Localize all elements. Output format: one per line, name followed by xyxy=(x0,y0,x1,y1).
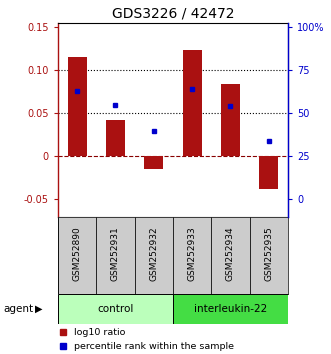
Text: log10 ratio: log10 ratio xyxy=(74,327,125,337)
Bar xyxy=(173,217,211,294)
Bar xyxy=(58,217,96,294)
Bar xyxy=(106,120,125,156)
Text: GSM252931: GSM252931 xyxy=(111,227,120,281)
Bar xyxy=(135,217,173,294)
Text: GSM252935: GSM252935 xyxy=(264,227,273,281)
Text: percentile rank within the sample: percentile rank within the sample xyxy=(74,342,234,350)
Bar xyxy=(58,294,173,324)
Bar xyxy=(96,217,135,294)
Bar xyxy=(259,156,278,189)
Bar xyxy=(182,50,202,156)
Bar xyxy=(211,217,250,294)
Text: GSM252890: GSM252890 xyxy=(72,227,82,281)
Text: GSM252932: GSM252932 xyxy=(149,227,158,281)
Text: ▶: ▶ xyxy=(35,304,42,314)
Text: GSM252934: GSM252934 xyxy=(226,227,235,281)
Text: control: control xyxy=(97,304,134,314)
Bar xyxy=(221,84,240,156)
Bar xyxy=(68,57,87,156)
Text: interleukin-22: interleukin-22 xyxy=(194,304,267,314)
Text: GSM252933: GSM252933 xyxy=(188,227,197,281)
Title: GDS3226 / 42472: GDS3226 / 42472 xyxy=(112,6,234,21)
Bar xyxy=(144,156,164,169)
Text: agent: agent xyxy=(3,304,33,314)
Bar xyxy=(250,217,288,294)
Bar xyxy=(173,294,288,324)
